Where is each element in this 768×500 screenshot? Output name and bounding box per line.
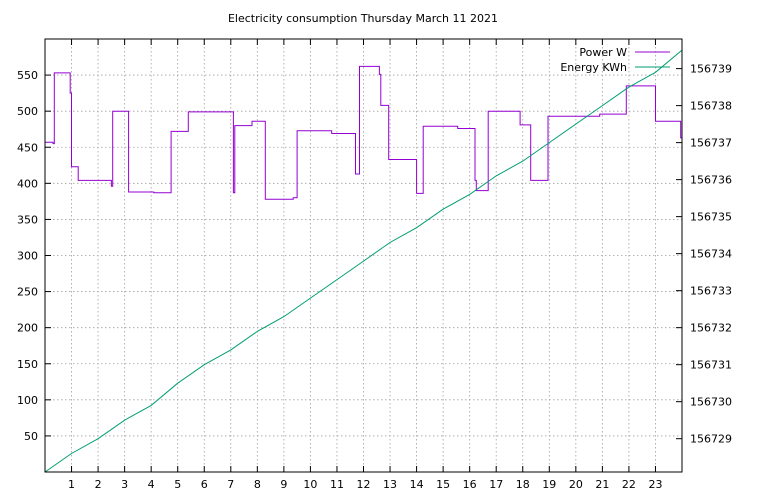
y2-tick-label: 156738 — [690, 100, 732, 113]
x-tick-label: 11 — [330, 478, 344, 491]
x-tick-label: 23 — [648, 478, 662, 491]
x-tick-label: 4 — [148, 478, 155, 491]
y-tick-label: 400 — [17, 177, 38, 190]
x-tick-label: 19 — [542, 478, 556, 491]
x-tick-label: 15 — [436, 478, 450, 491]
y-tick-label: 350 — [17, 213, 38, 226]
grid-layer — [45, 39, 682, 472]
y-tick-label: 450 — [17, 141, 38, 154]
x-tick-label: 14 — [410, 478, 424, 491]
y-tick-label: 50 — [24, 430, 38, 443]
y2-tick-label: 156733 — [690, 285, 732, 298]
series-line-energy-kwh — [44, 49, 683, 473]
legend-label: Energy KWh — [560, 61, 627, 74]
y-tick-label: 250 — [17, 286, 38, 299]
tick-layer: 1 2 3 4 5 6 7 8 9 10 11 12 13 14 15 16 17 18 19 20 21 22 23501… — [17, 39, 732, 491]
y-tick-label: 200 — [17, 322, 38, 335]
x-tick-label: 9 — [280, 478, 287, 491]
y-tick-label: 550 — [17, 69, 38, 82]
x-tick-label: 12 — [357, 478, 371, 491]
x-tick-label: 21 — [595, 478, 609, 491]
x-tick-label: 6 — [201, 478, 208, 491]
x-tick-label: 13 — [383, 478, 397, 491]
y2-tick-label: 156736 — [690, 174, 732, 187]
y2-tick-label: 156739 — [690, 63, 732, 76]
y2-tick-label: 156732 — [690, 322, 732, 335]
y-tick-label: 100 — [17, 394, 38, 407]
series-line-power-w — [45, 65, 682, 200]
x-tick-label: 3 — [121, 478, 128, 491]
y2-tick-label: 156729 — [690, 433, 732, 446]
y2-tick-label: 156731 — [690, 359, 732, 372]
x-tick-label: 7 — [227, 478, 234, 491]
y2-tick-label: 156735 — [690, 211, 732, 224]
y2-tick-label: 156734 — [690, 248, 732, 261]
x-tick-label: 10 — [303, 478, 317, 491]
x-tick-label: 17 — [489, 478, 503, 491]
y-tick-label: 500 — [17, 105, 38, 118]
x-tick-label: 22 — [622, 478, 636, 491]
y-tick-label: 150 — [17, 358, 38, 371]
series-layer — [44, 49, 683, 473]
y-tick-label: 300 — [17, 250, 38, 263]
x-tick-label: 1 — [68, 478, 75, 491]
x-tick-label: 16 — [463, 478, 477, 491]
y2-tick-label: 156730 — [690, 396, 732, 409]
y2-tick-label: 156737 — [690, 137, 732, 150]
x-tick-label: 5 — [174, 478, 181, 491]
x-tick-label: 18 — [516, 478, 530, 491]
x-tick-label: 20 — [569, 478, 583, 491]
x-tick-label: 2 — [95, 478, 102, 491]
legend: Power W Energy KWh — [560, 46, 670, 74]
chart-title: Electricity consumption Thursday March 1… — [228, 12, 498, 25]
x-tick-label: 8 — [254, 478, 261, 491]
legend-label: Power W — [579, 46, 627, 59]
